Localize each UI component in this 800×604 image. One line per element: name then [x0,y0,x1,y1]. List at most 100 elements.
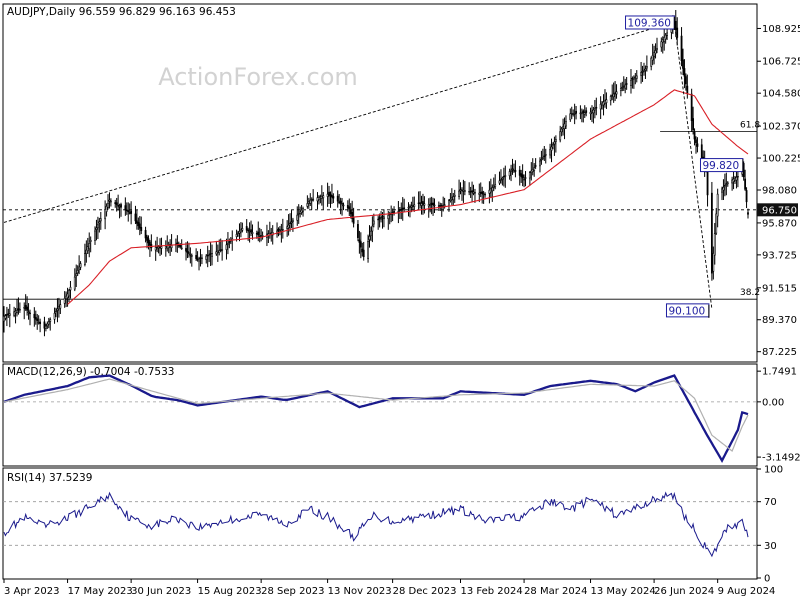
price-candle-body [630,80,632,86]
price-candle-body [37,321,40,324]
price-candle-body [440,205,443,207]
price-candle-body [609,96,612,101]
price-candle-body [297,213,300,215]
swing-label: 99.820 [702,160,739,172]
price-candle-body [591,110,593,113]
price-candle-body [471,190,473,193]
price-candle-body [296,214,299,221]
price-candle-body [549,149,551,156]
rsi-tick-label: 0 [764,574,770,585]
price-tick-label: 100.225 [762,154,800,165]
price-candle-body [533,167,536,171]
price-candle-body [570,113,573,115]
price-candle-body [98,221,101,224]
price-candle-body [208,254,211,257]
price-candle-body [614,92,616,94]
price-candle-body [370,230,372,236]
price-candle-body [559,131,562,141]
price-candle-body [625,83,628,85]
date-tick-label: 28 Sep 2023 [261,586,324,597]
price-candle-body [589,111,592,115]
price-candle-body [524,177,527,179]
price-candle-body [320,195,323,199]
price-candle-body [78,266,81,270]
price-candle-body [419,202,421,204]
rising-trendline [3,21,675,223]
price-candle-body [260,235,263,237]
price-candle-body [206,254,209,257]
price-candle-body [583,112,586,115]
price-candle-body [361,248,364,253]
rsi-line [3,491,749,558]
price-candle-body [128,212,131,214]
price-candle-body [494,184,497,188]
price-candle-body [255,233,258,235]
price-candle-body [579,112,582,115]
price-candle-body [188,252,190,254]
price-candle-body [195,255,198,259]
price-candle-body [400,209,403,211]
price-candle-body [362,249,365,258]
price-candle-body [531,169,534,173]
price-tick-label: 93.725 [762,250,797,261]
price-candle-body [225,244,228,250]
price-candle-body [108,199,111,202]
price-candle-body [215,251,218,255]
price-candle-body [56,308,59,311]
macd-tick-label: -3.1492 [762,453,800,464]
price-candle-body [326,193,329,197]
price-candle-body [468,190,471,193]
date-tick-label: 13 Feb 2024 [461,586,523,597]
price-candle-body [359,241,362,248]
price-candle-body [582,110,585,114]
rsi-title: RSI(14) 37.5239 [7,472,92,484]
price-candle-body [105,206,108,212]
price-candle-body [292,219,294,222]
price-candle-body [380,217,382,220]
price-candle-body [732,178,735,182]
price-candle-body [500,179,502,181]
price-candle-body [201,257,203,259]
price-candle-body [572,113,575,115]
price-candle-body [371,225,374,232]
price-candle-body [712,253,715,272]
price-candle-body [450,197,453,201]
price-candle-body [69,286,72,291]
price-candle-body [543,155,546,158]
price-tick-label: 98.080 [762,186,797,197]
macd-tick-label: 0.00 [762,397,784,408]
rsi-tick-label: 70 [764,497,777,508]
price-candle-body [251,232,254,234]
price-candle-body [216,250,219,253]
price-candle-body [651,55,654,61]
price-candle-body [696,143,699,147]
price-candle-body [690,93,693,121]
price-candle-body [407,206,410,209]
price-candle-body [641,71,644,73]
price-candle-body [461,189,463,192]
date-tick-label: 13 Nov 2023 [328,586,392,597]
price-candle-body [160,246,163,249]
price-candle-body [348,206,351,210]
price-candle-body [27,311,30,313]
price-candle-body [17,308,20,311]
price-candle-body [530,170,533,173]
price-candle-body [247,229,250,232]
price-candle-body [277,228,280,231]
price-candle-body [196,258,199,261]
price-candle-body [580,112,583,115]
price-candle-body [73,276,76,290]
price-candle-body [397,210,400,213]
price-candle-body [125,209,128,212]
price-candle-body [186,251,189,253]
price-candle-body [189,254,192,256]
price-candle-body [149,241,151,246]
price-candle-body [430,202,433,205]
price-candle-body [387,214,390,220]
price-candle-body [159,246,161,248]
price-candle-body [44,325,47,329]
price-candle-body [744,178,747,190]
price-candle-body [124,205,127,211]
price-candle-body [258,235,261,237]
